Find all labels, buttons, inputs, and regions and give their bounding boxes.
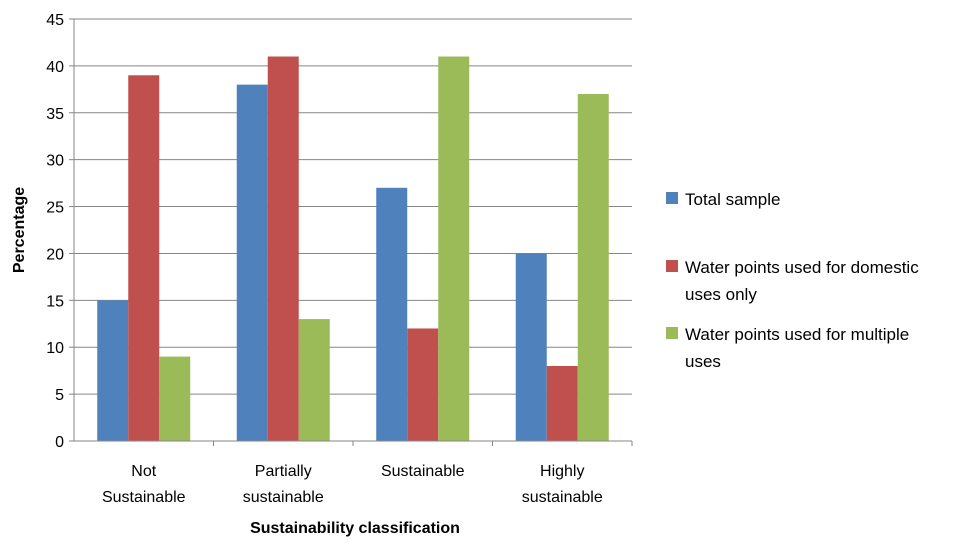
x-category-label: Sustainable (381, 463, 465, 480)
y-tick-label: 20 (46, 246, 64, 263)
bar (128, 75, 160, 442)
gridlines (74, 18, 632, 395)
bar (97, 300, 129, 441)
x-axis-title: Sustainability classification (250, 520, 460, 537)
y-tick-labels: 0 5 10 15 20 25 30 35 40 45 (46, 12, 64, 451)
x-category-labels: Not Sustainable Partially sustainable Sustai… (102, 463, 603, 506)
x-category-label: Sustainable (102, 489, 186, 506)
legend-label: uses only (685, 285, 757, 304)
legend-swatch (666, 327, 678, 339)
y-tick-label: 40 (46, 59, 64, 76)
axes (69, 18, 633, 446)
x-category-label: Partially (255, 463, 312, 480)
y-axis-title: Percentage (11, 187, 28, 273)
bar (298, 319, 330, 441)
bar (159, 356, 191, 441)
y-tick-label: 45 (46, 12, 64, 29)
bar (407, 328, 439, 441)
y-tick-label: 25 (46, 200, 64, 217)
legend: Total sample Water points used for domest… (666, 190, 919, 371)
y-tick-label: 0 (55, 434, 64, 451)
bars (97, 56, 609, 442)
x-category-label: Highly (540, 463, 584, 480)
legend-label: Total sample (685, 190, 780, 209)
y-tick-label: 10 (46, 340, 64, 357)
bar (546, 365, 578, 441)
x-category-label: Not (131, 463, 156, 480)
legend-label: uses (685, 352, 721, 371)
bar (236, 84, 268, 442)
x-category-label: sustainable (522, 489, 603, 506)
y-tick-label: 35 (46, 106, 64, 123)
y-tick-label: 5 (55, 387, 64, 404)
bar (577, 94, 609, 442)
bar (438, 56, 470, 442)
bar (376, 187, 408, 441)
y-tick-label: 30 (46, 153, 64, 170)
legend-swatch (666, 260, 678, 272)
legend-swatch (666, 192, 678, 204)
bar (267, 56, 299, 442)
x-category-label: sustainable (243, 489, 324, 506)
y-tick-label: 15 (46, 293, 64, 310)
legend-label: Water points used for domestic (685, 258, 919, 277)
legend-label: Water points used for multiple (685, 325, 909, 344)
bar (515, 253, 547, 441)
